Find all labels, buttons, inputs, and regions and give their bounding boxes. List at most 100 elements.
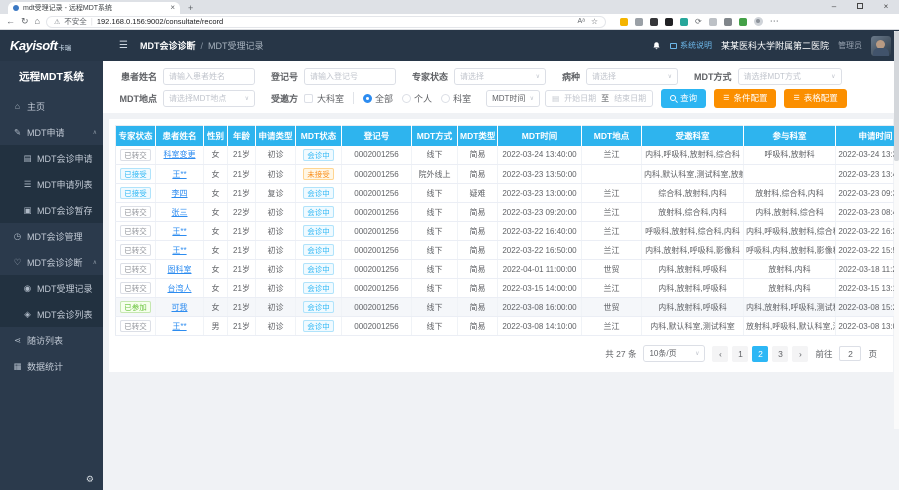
breadcrumb-parent[interactable]: MDT会诊诊断 <box>139 41 196 51</box>
patient-name-link[interactable]: 图科室 <box>167 264 192 274</box>
patient-name-link[interactable]: 李四 <box>171 188 188 198</box>
disease-select[interactable]: 请选择 ∨ <box>586 67 679 85</box>
sidebar-item[interactable]: ▣ MDT会诊暂存 <box>0 197 103 223</box>
next-page-button[interactable]: › <box>792 345 809 362</box>
date-range-picker[interactable]: ▤ 开始日期 至 结束日期 <box>545 89 654 107</box>
sidebar-item[interactable]: ◈ MDT会诊列表 <box>0 301 103 327</box>
patient-name-link[interactable]: 可我 <box>171 302 188 312</box>
extension-icon[interactable] <box>634 17 643 26</box>
table-row[interactable]: 已参加 可我 女 21岁 初诊 会诊中 0002001256 线下 简易 202… <box>115 297 899 317</box>
table-row[interactable]: 已接受 李四 女 21岁 复诊 会诊中 0002001256 线下 疑难 202… <box>115 183 899 203</box>
cell-reg-no: 0002001256 <box>341 202 412 222</box>
cell-mdt-type: 简易 <box>457 164 498 184</box>
sidebar-item[interactable]: ▦ 数据统计 <box>0 353 103 379</box>
split-screen-icon[interactable] <box>708 17 717 26</box>
breadcrumb: MDT会诊诊断 / MDT受理记录 <box>140 39 264 52</box>
favorite-star-icon[interactable]: ☆ <box>590 16 598 26</box>
read-aloud-icon[interactable]: Aᵃ <box>577 18 585 25</box>
browser-tab[interactable]: mdt受理记录 - 远程MDT系统 × <box>8 2 180 14</box>
mdt-place-select[interactable]: 请选择MDT地点 ∨ <box>163 89 255 107</box>
settings-gear-icon[interactable]: ⚙ <box>85 474 94 484</box>
patient-name-label: 患者姓名 <box>120 71 157 82</box>
cell-age: 21岁 <box>227 221 256 241</box>
refresh-icon[interactable]: ↻ <box>21 16 29 26</box>
cell-patient-name: 图科室 <box>155 259 204 279</box>
mdt-status-tag: 会诊中 <box>303 301 334 313</box>
patient-name-link[interactable]: 王** <box>172 321 187 331</box>
table-row[interactable]: 已转交 王** 女 21岁 初诊 会诊中 0002001256 线下 简易 20… <box>115 221 899 241</box>
invited-radio[interactable]: 个人 <box>402 92 432 105</box>
home-icon[interactable]: ⌂ <box>34 16 40 26</box>
system-help-link[interactable]: 系统说明 <box>669 40 712 51</box>
patient-name-link[interactable]: 张三 <box>171 207 188 217</box>
window-minimize-button[interactable]: – <box>831 2 837 11</box>
search-button[interactable]: 查询 <box>661 88 707 108</box>
user-avatar[interactable] <box>871 35 891 56</box>
table-row[interactable]: 已转交 王** 男 21岁 初诊 会诊中 0002001256 线下 简易 20… <box>115 316 899 336</box>
page-button[interactable]: 3 <box>772 345 789 362</box>
extension-icon[interactable] <box>649 17 658 26</box>
sidebar-item-label: MDT会诊诊断 <box>27 257 83 268</box>
chevron-up-icon: ∧ <box>92 129 97 136</box>
sidebar-item[interactable]: ✎ MDT申请 ∧ <box>0 119 103 145</box>
extension-icon[interactable] <box>619 17 628 26</box>
tab-close-icon[interactable]: × <box>170 3 175 12</box>
extension-icon[interactable] <box>664 17 673 26</box>
table-row[interactable]: 已转交 科室变更 女 21岁 初诊 会诊中 0002001256 线下 简易 2… <box>115 145 899 165</box>
browser-profile-icon[interactable] <box>753 17 763 26</box>
bell-icon[interactable] <box>652 41 661 51</box>
window-maximize-button[interactable] <box>847 0 873 14</box>
patient-name-input[interactable] <box>163 67 255 85</box>
new-tab-button[interactable]: + <box>188 3 194 13</box>
table-row[interactable]: 已转交 王** 女 21岁 初诊 会诊中 0002001256 线下 简易 20… <box>115 240 899 260</box>
extension-icon[interactable] <box>679 17 688 26</box>
prev-page-button[interactable]: ‹ <box>712 345 729 362</box>
page-button[interactable]: 1 <box>732 345 749 362</box>
reg-no-input[interactable] <box>304 67 397 85</box>
patient-name-link[interactable]: 王** <box>172 226 187 236</box>
page-button[interactable]: 2 <box>752 345 769 362</box>
sidebar-item[interactable]: ♡ MDT会诊诊断 ∧ <box>0 249 103 275</box>
table-header-row: 专家状态 患者姓名 性别 年龄 申请类型 MDT状态 登记号 MDT方式 MDT… <box>115 125 899 146</box>
invited-radio[interactable]: 全部 <box>363 92 393 105</box>
big-dept-checkbox[interactable] <box>304 93 314 103</box>
extensions-puzzle-icon[interactable] <box>723 17 732 26</box>
sidebar-item[interactable]: ◉ MDT受理记录 <box>0 275 103 301</box>
table-row[interactable]: 已转交 张三 女 22岁 初诊 会诊中 0002001256 线下 简易 202… <box>115 202 899 222</box>
patient-name-link[interactable]: 科室变更 <box>163 150 196 160</box>
table-row[interactable]: 已转交 台湾人 女 21岁 初诊 会诊中 0002001256 线下 简易 20… <box>115 278 899 298</box>
table-config-button[interactable]: ☰ 表格配置 <box>784 88 847 108</box>
patient-name-link[interactable]: 王** <box>172 169 187 179</box>
back-icon[interactable]: ← <box>6 16 15 26</box>
condition-config-button[interactable]: ☰ 条件配置 <box>714 88 777 108</box>
cell-invited-depts: 内科,放射科,呼吸科 <box>641 297 744 317</box>
sidebar-item[interactable]: ◷ MDT会诊管理 <box>0 223 103 249</box>
sidebar-item[interactable]: ▤ MDT会诊申请 <box>0 145 103 171</box>
sidebar-collapse-icon[interactable]: ☰ <box>119 40 128 51</box>
extension-icon[interactable] <box>738 17 747 26</box>
sidebar-item-icon: ◷ <box>13 230 22 241</box>
address-bar[interactable]: ⚠ 不安全 | 192.168.0.156:9002/consultate/re… <box>45 15 606 28</box>
invited-radio[interactable]: 科室 <box>441 92 471 105</box>
page-scrollbar[interactable] <box>894 31 899 429</box>
sidebar-item[interactable]: ⋖ 随访列表 <box>0 327 103 353</box>
goto-page-input[interactable] <box>839 346 862 361</box>
sidebar-item[interactable]: ☰ MDT申请列表 <box>0 171 103 197</box>
mdt-status-tag: 未接受 <box>303 168 334 180</box>
chevron-down-icon: ∨ <box>831 73 836 80</box>
sidebar-item[interactable]: ⌂ 主页 <box>0 93 103 119</box>
cell-mdt-time: 2022-03-23 13:00:00 <box>497 183 582 203</box>
url-text[interactable]: 192.168.0.156:9002/consultate/record <box>96 17 224 26</box>
collections-icon[interactable]: ⟳ <box>694 16 702 26</box>
patient-name-link[interactable]: 王** <box>172 245 187 255</box>
browser-menu-icon[interactable]: ⋯ <box>769 16 779 26</box>
patient-name-link[interactable]: 台湾人 <box>167 283 192 293</box>
time-type-select[interactable]: MDT时间 ∨ <box>486 89 541 107</box>
page-size-select[interactable]: 10条/页 ∨ <box>643 345 706 362</box>
cell-participating-depts: 内科,放射科,综合科 <box>743 202 836 222</box>
table-row[interactable]: 已转交 图科室 女 21岁 初诊 会诊中 0002001256 线下 简易 20… <box>115 259 899 279</box>
window-close-button[interactable]: × <box>883 2 889 11</box>
expert-status-select[interactable]: 请选择 ∨ <box>454 67 547 85</box>
table-row[interactable]: 已接受 王** 女 21岁 初诊 未接受 0002001256 院外线上 简易 … <box>115 164 899 184</box>
mdt-mode-select[interactable]: 请选择MDT方式 ∨ <box>737 67 842 85</box>
